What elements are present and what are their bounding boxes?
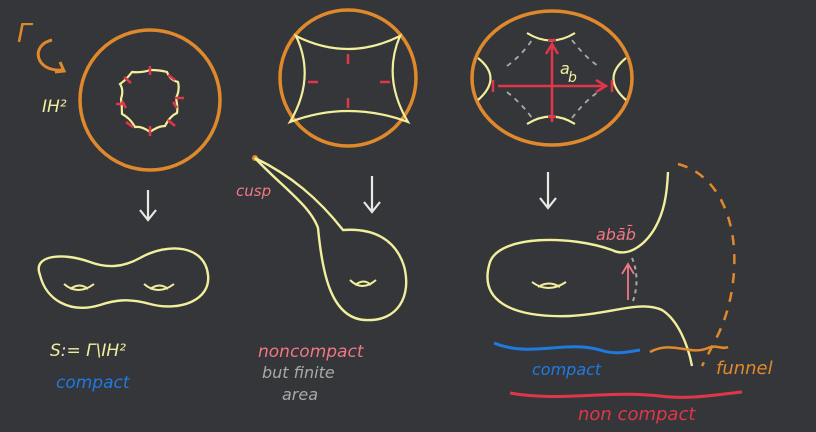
group-gamma-label: Γ: [17, 19, 34, 49]
generator-b-label: b: [568, 70, 577, 86]
octagon-side-marks: [116, 66, 184, 136]
funnel-label: funnel: [716, 358, 773, 379]
hyperbolic-plane-label: IH²: [42, 97, 67, 117]
generator-a-label: a: [560, 59, 570, 78]
funnel-surface-upper: [611, 171, 670, 254]
rotation-arrowhead: [54, 61, 67, 74]
noncompact-part-label: non compact: [578, 404, 696, 425]
finite-area-caption-line1: but finite: [262, 363, 335, 382]
finite-area-caption-line2: area: [282, 385, 318, 404]
compact-label: compact: [56, 373, 131, 393]
panel-compact-surface: Γ IH² S:= Γ\IH² compact: [17, 19, 222, 393]
cusp-label: cusp: [236, 182, 271, 200]
geodesic-arrow-icon: [621, 262, 635, 300]
genus-two-surface: [37, 247, 210, 309]
down-arrow-icon: [139, 190, 157, 222]
boundary-arc-right: [612, 57, 627, 101]
closed-geodesic: [631, 257, 638, 305]
panel-funnel-surface: a b abāb̄ compact funnel non compact: [470, 9, 773, 425]
commutator-label: abāb̄: [596, 225, 636, 244]
rotation-arrow-icon: [36, 38, 63, 72]
compact-part-label: compact: [532, 360, 602, 379]
boundary-arc-left: [477, 57, 492, 101]
poincare-disk-left: [78, 28, 222, 172]
surface-hole-2: [143, 283, 175, 291]
noncompact-label: noncompact: [258, 342, 365, 362]
funnel-underline: [649, 345, 729, 354]
poincare-disk-middle: [278, 8, 418, 148]
generator-a-arrowhead: [595, 78, 609, 94]
cusped-surface: [254, 156, 408, 322]
funnel-dashed-boundary: [677, 162, 736, 367]
panel-cusp-surface: cusp noncompact but finite area: [236, 8, 418, 404]
surface-hole-1: [63, 283, 95, 291]
noncompact-underline: [509, 390, 743, 399]
compact-part-underline: [493, 341, 641, 355]
quotient-surface-label: S:= Γ\IH²: [50, 341, 126, 361]
generator-b-arrowhead: [544, 41, 560, 55]
down-arrow-icon: [539, 172, 557, 210]
ideal-quadrilateral: [287, 33, 411, 125]
disk-side-marks: [491, 38, 614, 119]
dashed-geodesics: [506, 39, 599, 119]
funnel-surface-lower: [486, 238, 694, 367]
down-arrow-icon: [363, 176, 381, 214]
quadrilateral-side-marks: [308, 54, 390, 108]
poincare-disk-right: [470, 9, 634, 147]
funnel-surface-hole: [531, 281, 567, 289]
cusped-surface-hole: [349, 279, 377, 287]
